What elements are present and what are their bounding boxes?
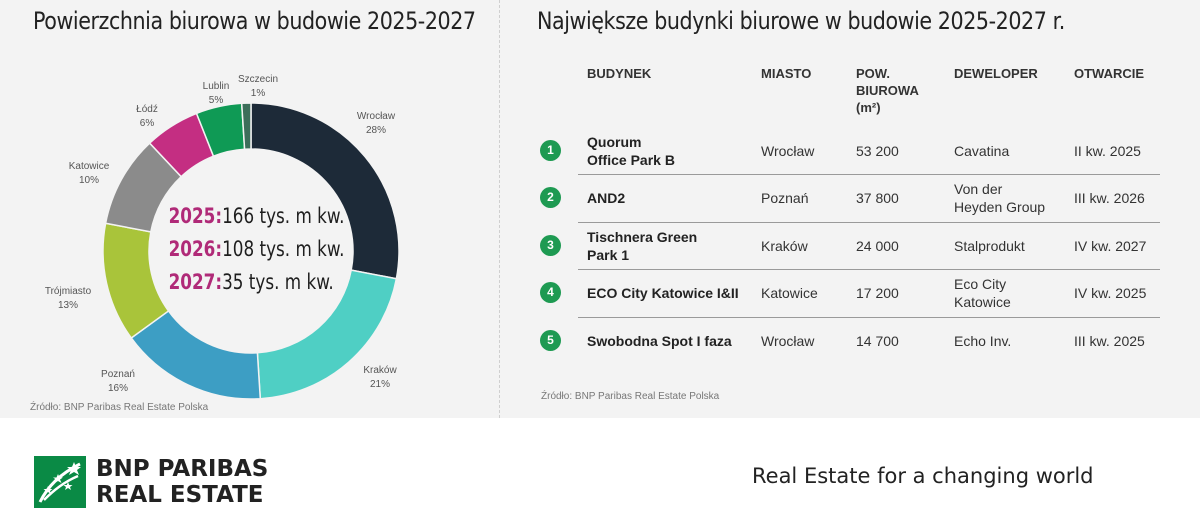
- header-building: BUDYNEK: [587, 66, 652, 81]
- cell-developer: Von der Heyden Group: [954, 181, 1046, 215]
- cell-building: AND2: [587, 190, 626, 206]
- row-number-badge: 5: [540, 330, 561, 351]
- slice-label: Poznań 16%: [101, 369, 135, 394]
- donut-chart: [102, 102, 400, 400]
- cell-area: 24 000: [856, 238, 899, 254]
- stat-2027: 2027:35 tys. m kw.: [168, 270, 334, 294]
- cell-city: Wrocław: [761, 143, 815, 159]
- slice-label: Lublin 5%: [202, 81, 230, 106]
- cell-building: Quorum Office Park B: [587, 134, 675, 168]
- cell-opening: IV kw. 2027: [1074, 238, 1147, 254]
- cell-building: Tischnera Green Park 1: [587, 229, 698, 263]
- cell-developer: Echo Inv.: [954, 333, 1012, 349]
- header-developer: DEWELOPER: [954, 66, 1038, 81]
- row-divider: [578, 317, 1160, 318]
- cell-city: Poznań: [761, 190, 809, 206]
- cell-opening: III kw. 2025: [1074, 333, 1145, 349]
- slice-label: Katowice 10%: [68, 161, 110, 186]
- brand-logo: [34, 456, 86, 508]
- row-number-badge: 4: [540, 282, 561, 303]
- cell-city: Wrocław: [761, 333, 815, 349]
- row-number-badge: 1: [540, 140, 561, 161]
- donut-slice-szczecin: [240, 102, 252, 150]
- cell-developer: Eco City Katowice: [954, 276, 1011, 310]
- panel-divider: [499, 0, 500, 418]
- row-number-badge: 2: [540, 187, 561, 208]
- cell-area: 17 200: [856, 285, 899, 301]
- header-opening: OTWARCIE: [1074, 66, 1145, 81]
- cell-building: ECO City Katowice I&II: [587, 285, 739, 301]
- cell-opening: III kw. 2026: [1074, 190, 1145, 206]
- cell-developer: Cavatina: [954, 143, 1010, 159]
- center-stats: 2025:166 tys. m kw. 2026:108 tys. m kw. …: [148, 200, 354, 299]
- table-title: Największe budynki biurowe w budowie 202…: [537, 7, 1065, 35]
- tagline: Real Estate for a changing world: [752, 464, 1094, 488]
- chart-source: Źródło: BNP Paribas Real Estate Polska: [30, 402, 209, 413]
- chart-title: Powierzchnia biurowa w budowie 2025-2027: [33, 7, 476, 35]
- slice-label: Wrocław 28%: [356, 111, 396, 136]
- cell-city: Kraków: [761, 238, 808, 254]
- cell-building: Swobodna Spot I faza: [587, 333, 732, 349]
- header-area: POW. BIUROWA (m²): [856, 66, 919, 115]
- row-divider: [578, 222, 1160, 223]
- cell-area: 53 200: [856, 143, 899, 159]
- stat-2025: 2025:166 tys. m kw.: [168, 204, 345, 228]
- row-divider: [578, 269, 1160, 270]
- brand-name: BNP PARIBAS REAL ESTATE: [96, 456, 269, 508]
- cell-developer: Stalprodukt: [954, 238, 1025, 254]
- cell-area: 37 800: [856, 190, 899, 206]
- stars-logo-icon: [38, 462, 81, 503]
- cell-city: Katowice: [761, 285, 818, 301]
- cell-area: 14 700: [856, 333, 899, 349]
- stat-2026: 2026:108 tys. m kw.: [168, 237, 345, 261]
- slice-label: Łódź 6%: [136, 104, 158, 129]
- row-divider: [578, 174, 1160, 175]
- slice-label: Trójmiasto 13%: [44, 286, 92, 311]
- table-source: Źródło: BNP Paribas Real Estate Polska: [541, 391, 720, 402]
- slice-label: Szczecin 1%: [237, 74, 279, 99]
- header-city: MIASTO: [761, 66, 812, 81]
- cell-opening: IV kw. 2025: [1074, 285, 1147, 301]
- slice-label: Kraków 21%: [363, 365, 397, 390]
- row-number-badge: 3: [540, 235, 561, 256]
- cell-opening: II kw. 2025: [1074, 143, 1141, 159]
